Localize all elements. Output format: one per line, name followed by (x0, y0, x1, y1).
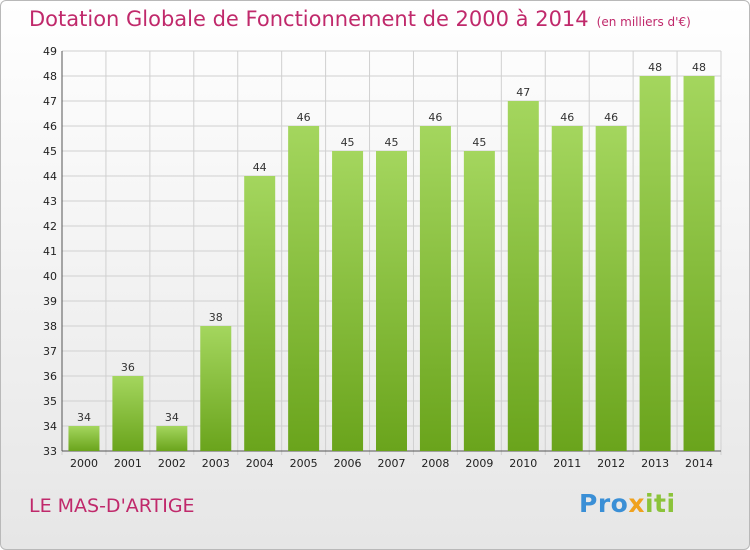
data-label: 36 (121, 361, 135, 374)
data-label: 45 (385, 136, 399, 149)
y-tick-label: 40 (43, 270, 57, 283)
bars (68, 76, 715, 451)
bar (288, 126, 320, 451)
bar (419, 126, 451, 451)
data-label: 48 (692, 61, 706, 74)
x-tick-label: 2004 (246, 457, 274, 470)
bar (112, 376, 144, 451)
y-tick-label: 43 (43, 195, 57, 208)
x-tick-label: 2010 (509, 457, 537, 470)
data-label: 46 (604, 111, 618, 124)
data-label: 34 (77, 411, 91, 424)
y-tick-label: 47 (43, 95, 57, 108)
y-tick-label: 33 (43, 445, 57, 458)
chart-title: Dotation Globale de Fonctionnement de 20… (29, 7, 691, 31)
bar (68, 426, 100, 451)
data-label: 48 (648, 61, 662, 74)
bar (244, 176, 276, 451)
logo-part: Pro (579, 489, 629, 518)
y-tick-label: 37 (43, 345, 57, 358)
bar (595, 126, 627, 451)
y-tick-label: 44 (43, 170, 57, 183)
y-tick-label: 34 (43, 420, 57, 433)
y-tick-label: 36 (43, 370, 57, 383)
data-label: 38 (209, 311, 223, 324)
x-tick-label: 2013 (641, 457, 669, 470)
x-tick-label: 2014 (685, 457, 713, 470)
bar (376, 151, 407, 451)
bar (683, 76, 715, 451)
bar (200, 326, 232, 451)
bar (639, 76, 671, 451)
y-tick-label: 39 (43, 295, 57, 308)
data-label: 34 (165, 411, 179, 424)
bar (332, 151, 364, 451)
x-tick-label: 2009 (465, 457, 493, 470)
bar (507, 101, 539, 451)
data-label: 46 (297, 111, 311, 124)
data-label: 45 (341, 136, 355, 149)
y-tick-label: 35 (43, 395, 57, 408)
x-tick-label: 2006 (334, 457, 362, 470)
x-tick-label: 2000 (70, 457, 98, 470)
data-label: 46 (560, 111, 574, 124)
x-tick-label: 2001 (114, 457, 142, 470)
title-text: Dotation Globale de Fonctionnement de 20… (29, 7, 589, 31)
x-tick-label: 2007 (378, 457, 406, 470)
y-tick-label: 42 (43, 220, 57, 233)
x-tick-label: 2011 (553, 457, 581, 470)
y-tick-label: 41 (43, 245, 57, 258)
y-tick-label: 45 (43, 145, 57, 158)
y-tick-label: 46 (43, 120, 57, 133)
data-label: 45 (472, 136, 486, 149)
axes: 33 34 35 36 37 38 39 40 41 42 43 44 45 46 47 48 49 (43, 45, 721, 458)
logo-part: x (628, 489, 645, 518)
commune-name: LE MAS-D'ARTIGE (29, 495, 195, 517)
proxiti-logo[interactable]: Proxiti (579, 489, 676, 518)
x-tick-label: 2002 (158, 457, 186, 470)
data-label: 47 (516, 86, 530, 99)
x-tick-label: 2012 (597, 457, 625, 470)
x-tick-label: 2008 (421, 457, 449, 470)
data-label: 46 (428, 111, 442, 124)
chart-subtitle: (en milliers d'€) (596, 15, 691, 29)
y-tick-label: 48 (43, 70, 57, 83)
y-tick-label: 38 (43, 320, 57, 333)
labels: 2000 34 2001 36 2002 34 2003 38 2004 44 2005 46 2006… (70, 61, 713, 470)
x-tick-label: 2003 (202, 457, 230, 470)
bar (463, 151, 495, 451)
data-label: 44 (253, 161, 267, 174)
y-tick-label: 49 (43, 45, 57, 58)
bar (551, 126, 583, 451)
x-tick-label: 2005 (290, 457, 318, 470)
bar (156, 426, 188, 451)
logo-part: iti (644, 489, 676, 518)
